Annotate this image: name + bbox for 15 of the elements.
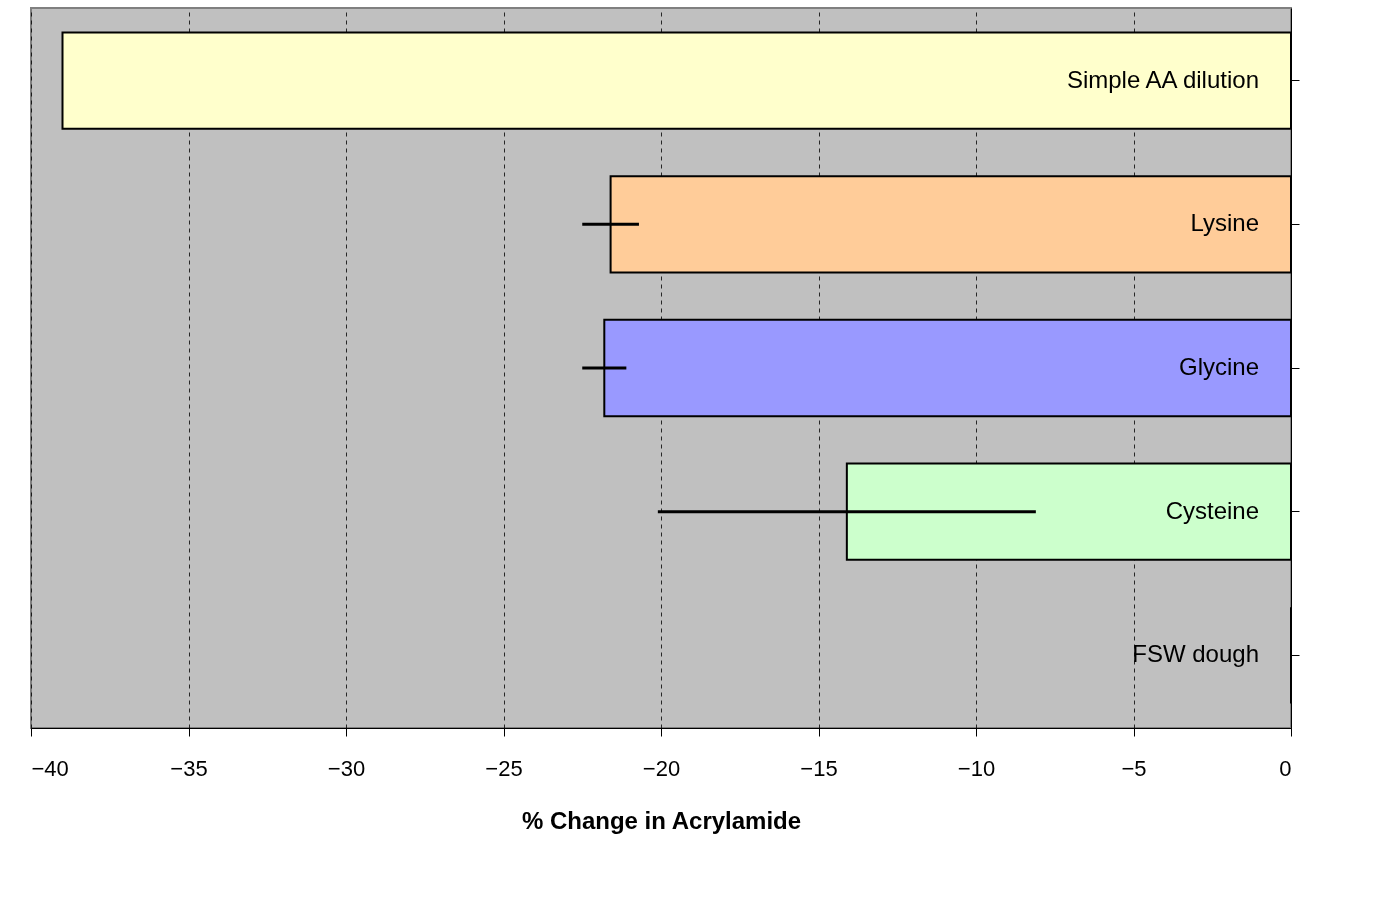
x-tick-label: −20 xyxy=(642,755,681,781)
x-tick-label: −30 xyxy=(327,755,366,781)
y-tick-label: FSW dough xyxy=(1132,640,1259,668)
y-tick-label: Glycine xyxy=(1178,353,1259,380)
x-axis-title: % Change in Acrylamide xyxy=(521,806,802,834)
x-tick-label: −25 xyxy=(485,755,523,781)
x-tick-label: −10 xyxy=(957,755,996,781)
x-tick-label: 0 xyxy=(1279,755,1292,781)
x-tick-label: −40 xyxy=(31,755,69,781)
y-tick-label: Cysteine xyxy=(1165,496,1259,524)
x-tick-label: −35 xyxy=(170,755,208,781)
y-tick-label: Lysine xyxy=(1190,209,1259,237)
y-tick-label: Simple AA dilution xyxy=(1066,65,1259,93)
x-tick-label: −15 xyxy=(800,755,838,781)
x-tick-label: −5 xyxy=(1121,755,1147,781)
